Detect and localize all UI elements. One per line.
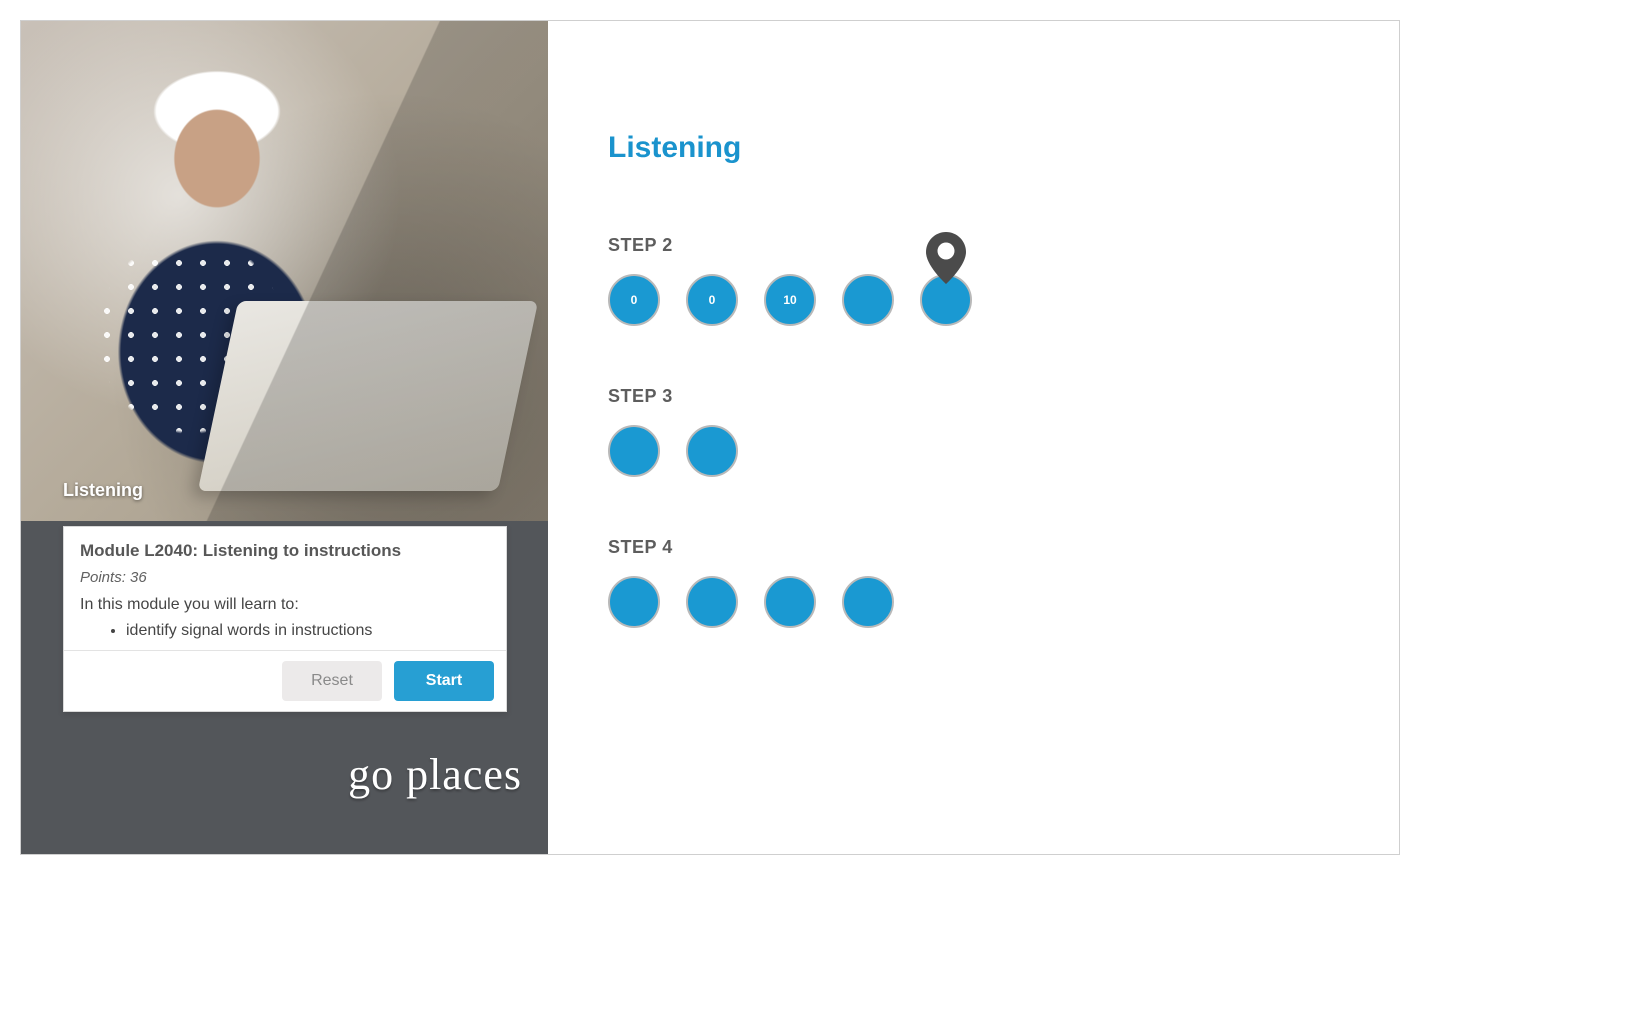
location-pin-icon bbox=[926, 232, 966, 284]
section-title: Listening bbox=[608, 131, 1359, 165]
module-body: Module L2040: Listening to instructions … bbox=[64, 527, 506, 650]
steps-container: STEP 2 0 0 10 STEP 3 STEP 4 bbox=[608, 235, 1359, 628]
step-block: STEP 3 bbox=[608, 386, 1359, 477]
progress-dot[interactable] bbox=[608, 425, 660, 477]
progress-dot[interactable]: 0 bbox=[686, 274, 738, 326]
dot-row bbox=[608, 576, 1359, 628]
step-label: STEP 3 bbox=[608, 386, 1359, 407]
progress-dot-value: 0 bbox=[709, 293, 716, 307]
reset-button[interactable]: Reset bbox=[282, 661, 382, 701]
dot-row bbox=[608, 425, 1359, 477]
hero-image: Listening bbox=[21, 21, 548, 521]
progress-dot[interactable]: 10 bbox=[764, 274, 816, 326]
tagline: go places bbox=[348, 749, 522, 800]
progress-dot[interactable]: 0 bbox=[608, 274, 660, 326]
progress-dot[interactable] bbox=[764, 576, 816, 628]
module-points: Points: 36 bbox=[80, 569, 490, 586]
step-block: STEP 2 0 0 10 bbox=[608, 235, 1359, 326]
step-label: STEP 4 bbox=[608, 537, 1359, 558]
module-bullet: identify signal words in instructions bbox=[126, 622, 490, 640]
progress-dot-value: 0 bbox=[631, 293, 638, 307]
progress-dot-value: 10 bbox=[783, 293, 796, 307]
progress-dot[interactable] bbox=[920, 274, 972, 326]
progress-dot[interactable] bbox=[842, 576, 894, 628]
left-pane: Listening Module L2040: Listening to ins… bbox=[21, 21, 548, 854]
progress-dot[interactable] bbox=[608, 576, 660, 628]
module-title: Module L2040: Listening to instructions bbox=[80, 541, 490, 561]
module-bullets: identify signal words in instructions bbox=[126, 622, 490, 640]
step-label: STEP 2 bbox=[608, 235, 1359, 256]
module-actions: Reset Start bbox=[64, 650, 506, 711]
hero-laptop-illustration bbox=[198, 301, 538, 491]
progress-dot[interactable] bbox=[686, 576, 738, 628]
dot-row: 0 0 10 bbox=[608, 274, 1359, 326]
progress-dot[interactable] bbox=[842, 274, 894, 326]
start-button[interactable]: Start bbox=[394, 661, 494, 701]
module-intro: In this module you will learn to: bbox=[80, 596, 490, 614]
step-block: STEP 4 bbox=[608, 537, 1359, 628]
app-frame: Listening Module L2040: Listening to ins… bbox=[20, 20, 1400, 855]
module-card: Module L2040: Listening to instructions … bbox=[63, 526, 507, 712]
hero-caption: Listening bbox=[63, 480, 143, 501]
progress-dot[interactable] bbox=[686, 425, 738, 477]
right-pane: Listening STEP 2 0 0 10 STEP 3 STEP 4 bbox=[548, 21, 1399, 854]
